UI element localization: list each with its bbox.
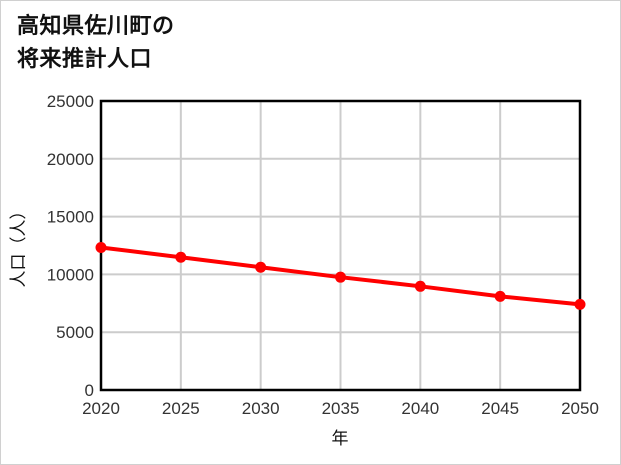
chart-title-line-2: 将来推計人口 xyxy=(17,47,153,72)
y-tick-label: 20000 xyxy=(47,150,94,169)
x-tick-label: 2020 xyxy=(82,399,120,418)
data-point xyxy=(175,251,187,263)
chart-title-line-1: 高知県佐川町の xyxy=(17,14,175,39)
y-tick-label: 5000 xyxy=(56,323,94,342)
x-tick-label: 2045 xyxy=(481,399,519,418)
x-tick-label: 2035 xyxy=(322,399,360,418)
x-axis-ticks: 2020 2025 2030 2035 2040 2045 2050 xyxy=(82,399,599,418)
data-point xyxy=(414,280,426,292)
y-tick-label: 25000 xyxy=(47,92,94,111)
data-point xyxy=(95,241,107,253)
x-axis-label: 年 xyxy=(332,429,349,449)
data-point xyxy=(255,261,267,273)
x-tick-label: 2030 xyxy=(242,399,280,418)
y-tick-label: 0 xyxy=(85,381,94,400)
data-point xyxy=(335,271,346,283)
data-point xyxy=(494,290,506,302)
y-tick-label: 15000 xyxy=(47,208,94,227)
y-axis-ticks: 0 5000 10000 15000 20000 25000 xyxy=(47,92,94,400)
gridlines xyxy=(100,100,581,391)
y-tick-label: 10000 xyxy=(47,265,94,284)
x-tick-label: 2025 xyxy=(162,399,200,418)
y-axis-label: 人口（人） xyxy=(9,203,29,288)
x-tick-label: 2050 xyxy=(561,399,599,418)
data-point xyxy=(574,298,586,310)
data-points xyxy=(95,241,586,310)
chart-title: 高知県佐川町の 将来推計人口 xyxy=(17,10,175,76)
x-tick-label: 2040 xyxy=(401,399,439,418)
